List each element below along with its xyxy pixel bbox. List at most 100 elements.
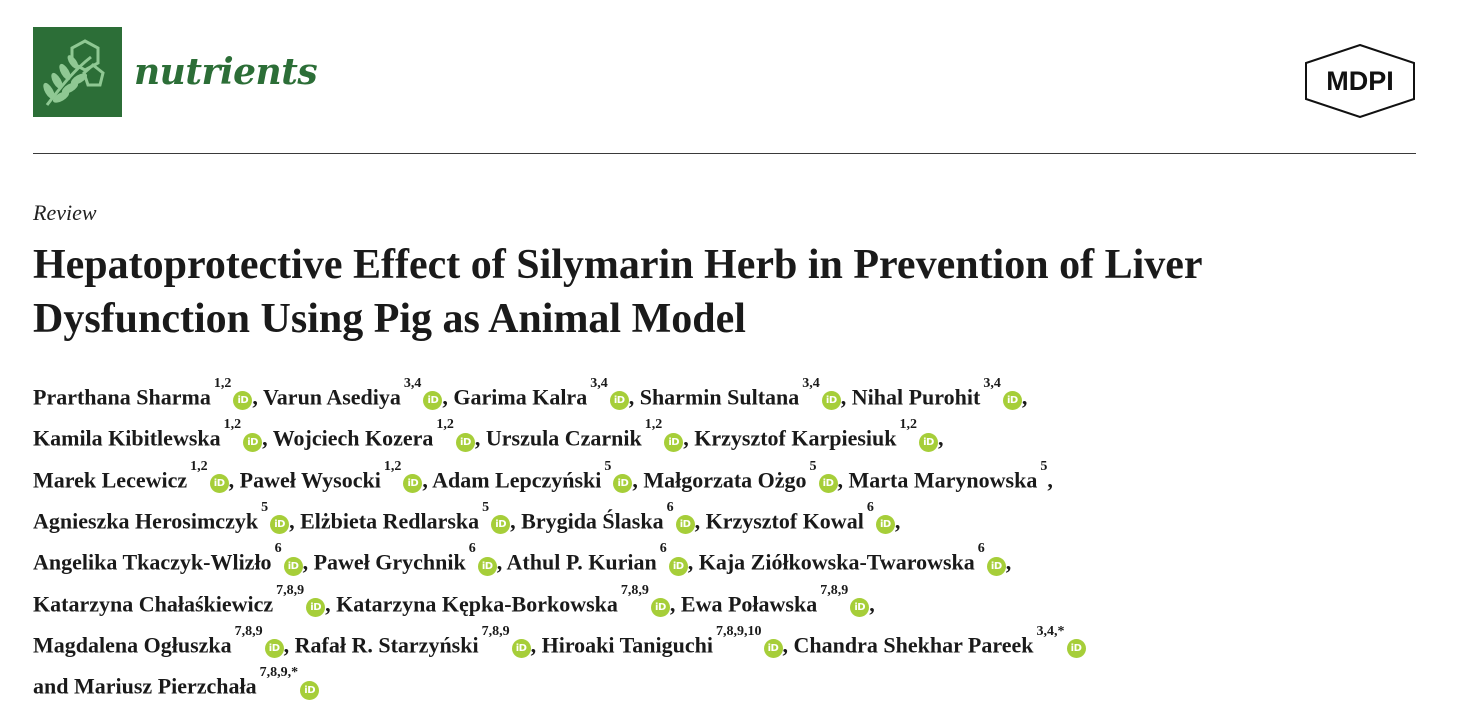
author-name[interactable]: Wojciech Kozera bbox=[272, 425, 434, 451]
author-affiliation[interactable]: 7,8,9 bbox=[481, 623, 510, 639]
author-affiliation[interactable]: 6 bbox=[659, 541, 667, 557]
author-affiliation[interactable]: 3,4 bbox=[403, 376, 422, 391]
orcid-icon[interactable]: iD bbox=[477, 556, 497, 576]
author-affiliation[interactable]: 3,4 bbox=[590, 376, 608, 391]
orcid-icon[interactable]: iD bbox=[264, 639, 284, 659]
author-affiliation[interactable]: 7,8,9 bbox=[234, 623, 263, 639]
author-line: Kamila Kibitlewska1,2iD, Wojciech Kozera… bbox=[33, 415, 1453, 456]
orcid-icon[interactable]: iD bbox=[818, 473, 838, 493]
author-affiliation[interactable]: 3,4 bbox=[983, 376, 1001, 391]
orcid-icon[interactable]: iD bbox=[243, 432, 263, 452]
orcid-icon[interactable]: iD bbox=[1002, 391, 1022, 411]
orcid-icon[interactable]: iD bbox=[821, 391, 841, 411]
author-separator: , bbox=[474, 425, 486, 451]
author-affiliation[interactable]: 3,4,* bbox=[1036, 623, 1065, 639]
author-name[interactable]: Chandra Shekhar Pareek bbox=[793, 632, 1034, 658]
author-affiliation[interactable]: 1,2 bbox=[190, 458, 208, 474]
author-affiliation[interactable]: 5 bbox=[261, 499, 269, 515]
orcid-icon[interactable]: iD bbox=[668, 556, 688, 576]
orcid-icon[interactable]: iD bbox=[511, 639, 531, 659]
author-name[interactable]: Sharmin Sultana bbox=[639, 384, 800, 410]
author-name[interactable]: Hiroaki Taniguchi bbox=[541, 632, 713, 658]
author-line: Agnieszka Herosimczyk5iD, Elżbieta Redla… bbox=[33, 498, 1453, 539]
orcid-icon[interactable]: iD bbox=[763, 639, 783, 659]
orcid-icon[interactable]: iD bbox=[609, 391, 629, 411]
orcid-icon[interactable]: iD bbox=[986, 556, 1006, 576]
author-affiliation[interactable]: 1,2 bbox=[899, 417, 918, 433]
author-affiliation[interactable]: 5 bbox=[809, 458, 817, 474]
orcid-icon[interactable]: iD bbox=[423, 391, 443, 411]
author-name[interactable]: Urszula Czarnik bbox=[485, 425, 642, 451]
author-affiliation[interactable]: 6 bbox=[866, 499, 874, 515]
orcid-icon[interactable]: iD bbox=[675, 515, 695, 535]
orcid-icon[interactable]: iD bbox=[283, 556, 303, 576]
author-affiliation[interactable]: 6 bbox=[274, 541, 282, 557]
orcid-icon[interactable]: iD bbox=[491, 515, 511, 535]
orcid-icon[interactable]: iD bbox=[919, 432, 938, 452]
author-name[interactable]: Małgorzata Ożgo bbox=[643, 466, 807, 492]
author-name[interactable]: Prarthana Sharma bbox=[33, 384, 211, 410]
header-divider bbox=[33, 153, 1416, 154]
author-name[interactable]: Katarzyna Chałaśkiewicz bbox=[33, 590, 274, 616]
author-name[interactable]: Agnieszka Herosimczyk bbox=[33, 508, 259, 534]
author-line: Angelika Tkaczyk-Wlizło6iD, Paweł Grychn… bbox=[33, 539, 1453, 580]
author-affiliation[interactable]: 5 bbox=[604, 458, 612, 474]
author-name[interactable]: Krzysztof Karpiesiuk bbox=[694, 425, 897, 451]
author-name[interactable]: Nihal Purohit bbox=[851, 384, 981, 410]
author-name[interactable]: Mariusz Pierzchała bbox=[73, 673, 257, 699]
author-name[interactable]: Kamila Kibitlewska bbox=[33, 425, 221, 451]
author-name[interactable]: Marta Marynowska bbox=[848, 466, 1038, 492]
author-affiliation[interactable]: 7,8,9,* bbox=[259, 665, 299, 681]
author-affiliation[interactable]: 1,2 bbox=[383, 458, 402, 474]
journal-logo[interactable] bbox=[33, 27, 122, 117]
orcid-icon[interactable]: iD bbox=[403, 473, 423, 493]
author-name[interactable]: Garima Kalra bbox=[453, 384, 588, 410]
author-separator: , bbox=[938, 425, 944, 451]
orcid-icon[interactable]: iD bbox=[850, 597, 870, 617]
author-affiliation[interactable]: 1,2 bbox=[213, 376, 232, 391]
author-name[interactable]: Brygida Ślaska bbox=[521, 508, 664, 534]
author-name[interactable]: Adam Lepczyński bbox=[432, 466, 602, 492]
author-affiliation[interactable]: 1,2 bbox=[436, 417, 454, 433]
journal-name[interactable]: nutrients bbox=[134, 51, 318, 93]
author-affiliation[interactable]: 6 bbox=[666, 499, 674, 515]
author-name[interactable]: Rafał R. Starzyński bbox=[294, 632, 479, 658]
author-name[interactable]: Krzysztof Kowal bbox=[705, 508, 864, 534]
author-affiliation[interactable]: 1,2 bbox=[644, 417, 663, 433]
author-name[interactable]: Kaja Ziółkowska-Twarowska bbox=[698, 549, 975, 575]
author-affiliation[interactable]: 6 bbox=[977, 541, 985, 557]
author-name[interactable]: Athul P. Kurian bbox=[506, 549, 657, 575]
author-name[interactable]: Angelika Tkaczyk-Wlizło bbox=[33, 549, 272, 575]
orcid-icon[interactable]: iD bbox=[650, 597, 670, 617]
author-affiliation[interactable]: 3,4 bbox=[802, 376, 820, 391]
orcid-icon[interactable]: iD bbox=[306, 597, 326, 617]
publisher-logo[interactable]: MDPI bbox=[1303, 44, 1417, 118]
author-name[interactable]: Katarzyna Kępka-Borkowska bbox=[336, 590, 618, 616]
author-name[interactable]: Paweł Wysocki bbox=[239, 466, 381, 492]
author-name[interactable]: Marek Lecewicz bbox=[33, 466, 188, 492]
author-affiliation[interactable]: 1,2 bbox=[223, 417, 242, 433]
author-affiliation[interactable]: 7,8,9 bbox=[620, 582, 649, 598]
author-separator: , bbox=[289, 508, 301, 534]
author-name[interactable]: Ewa Poławska bbox=[680, 590, 818, 616]
article-title-line-1: Hepatoprotective Effect of Silymarin Her… bbox=[33, 242, 1203, 288]
author-name[interactable]: Magdalena Ogłuszka bbox=[33, 632, 232, 658]
author-name[interactable]: Paweł Grychnik bbox=[313, 549, 466, 575]
orcid-icon[interactable]: iD bbox=[209, 473, 229, 493]
orcid-icon[interactable]: iD bbox=[1066, 639, 1086, 659]
author-affiliation[interactable]: 5 bbox=[1040, 458, 1048, 474]
author-affiliation[interactable]: 6 bbox=[468, 541, 476, 557]
author-name[interactable]: Elżbieta Redlarska bbox=[300, 508, 480, 534]
orcid-icon[interactable]: iD bbox=[233, 391, 253, 411]
author-affiliation[interactable]: 7,8,9,10 bbox=[716, 623, 762, 639]
orcid-icon[interactable]: iD bbox=[664, 432, 684, 452]
orcid-icon[interactable]: iD bbox=[300, 680, 320, 700]
orcid-icon[interactable]: iD bbox=[613, 473, 633, 493]
orcid-icon[interactable]: iD bbox=[270, 515, 290, 535]
orcid-icon[interactable]: iD bbox=[455, 432, 475, 452]
orcid-icon[interactable]: iD bbox=[875, 515, 895, 535]
author-affiliation[interactable]: 7,8,9 bbox=[820, 582, 849, 598]
author-affiliation[interactable]: 7,8,9 bbox=[276, 582, 305, 598]
author-affiliation[interactable]: 5 bbox=[482, 499, 490, 515]
author-name[interactable]: Varun Asediya bbox=[262, 384, 401, 410]
